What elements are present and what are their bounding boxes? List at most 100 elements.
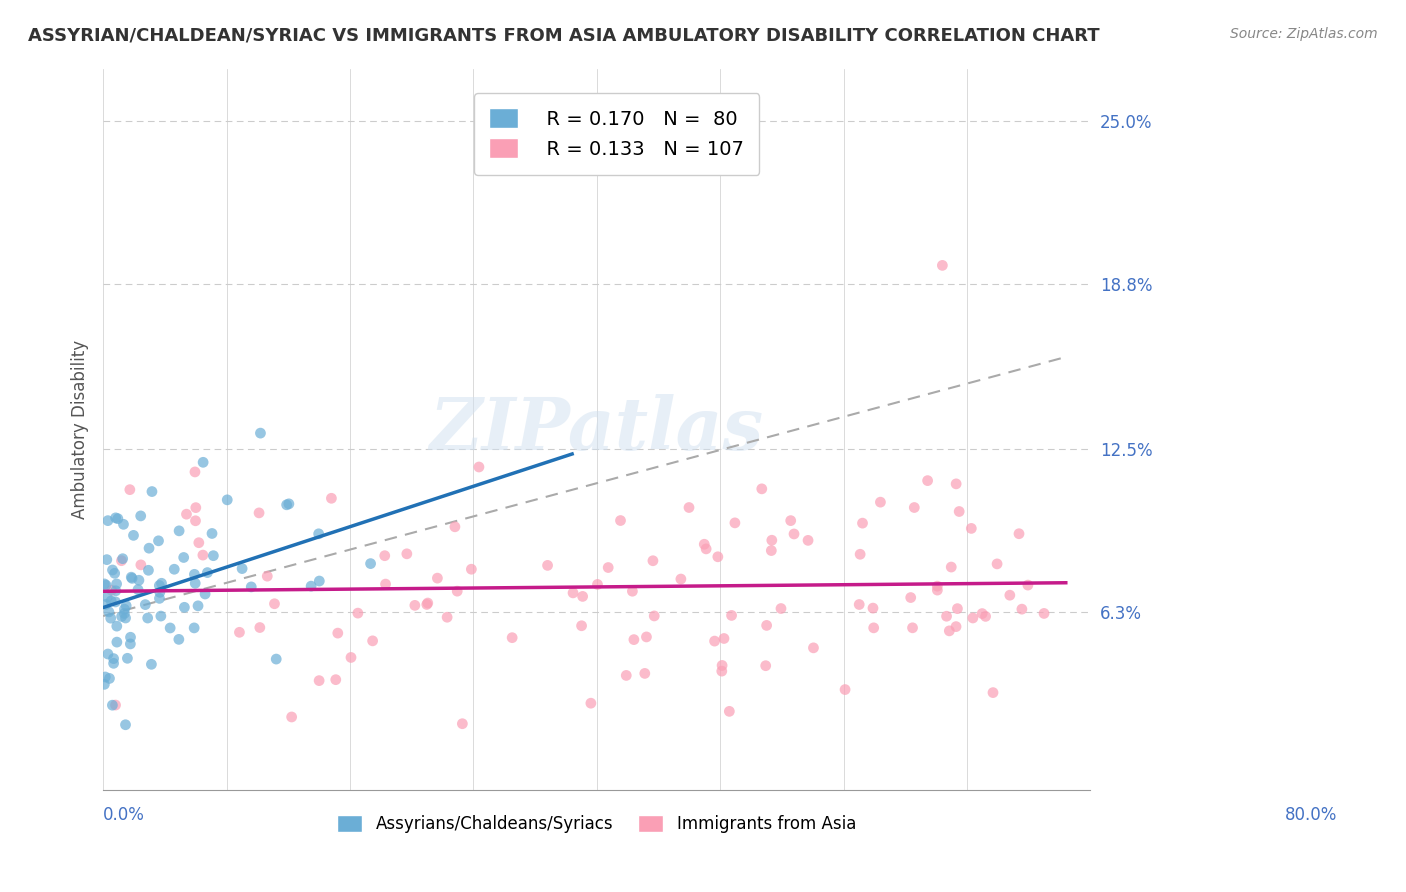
Point <box>360 557 382 571</box>
Point <box>176 507 198 521</box>
Point <box>416 598 439 612</box>
Point <box>197 566 219 580</box>
Point <box>669 572 692 586</box>
Point <box>869 495 891 509</box>
Point <box>141 657 163 672</box>
Point <box>136 611 159 625</box>
Point <box>194 587 217 601</box>
Point <box>127 582 149 597</box>
Point <box>927 579 949 593</box>
Point <box>571 590 593 604</box>
Point <box>797 533 820 548</box>
Point <box>173 600 195 615</box>
Point <box>710 664 733 678</box>
Point <box>128 574 150 588</box>
Point <box>138 541 160 556</box>
Point <box>962 611 984 625</box>
Point <box>579 696 602 710</box>
Point <box>308 526 330 541</box>
Point <box>803 640 825 655</box>
Point <box>834 682 856 697</box>
Point <box>96 590 118 604</box>
Point <box>217 492 239 507</box>
Point <box>986 557 1008 571</box>
Point <box>149 609 172 624</box>
Point <box>779 514 801 528</box>
Point <box>614 668 637 682</box>
Point <box>110 554 132 568</box>
Point <box>138 563 160 577</box>
Point <box>96 552 118 566</box>
Point <box>621 584 644 599</box>
Point <box>120 637 142 651</box>
Y-axis label: Ambulatory Disability: Ambulatory Disability <box>72 340 89 519</box>
Point <box>117 651 139 665</box>
Point <box>938 624 960 638</box>
Point <box>941 560 963 574</box>
Point <box>927 583 949 598</box>
Point <box>783 527 806 541</box>
Point <box>1011 602 1033 616</box>
Point <box>280 710 302 724</box>
Point <box>945 619 967 633</box>
Point <box>191 455 214 469</box>
Point <box>998 588 1021 602</box>
Point <box>901 621 924 635</box>
Point <box>1033 607 1056 621</box>
Point <box>202 549 225 563</box>
Point <box>187 599 209 613</box>
Point <box>184 500 207 515</box>
Point <box>100 611 122 625</box>
Point <box>641 554 664 568</box>
Point <box>256 569 278 583</box>
Point <box>112 607 135 621</box>
Point <box>173 550 195 565</box>
Point <box>693 537 716 551</box>
Point <box>104 595 127 609</box>
Point <box>104 583 127 598</box>
Point <box>167 524 190 538</box>
Point <box>678 500 700 515</box>
Point <box>247 506 270 520</box>
Point <box>264 652 287 666</box>
Point <box>183 567 205 582</box>
Point <box>148 533 170 548</box>
Point <box>1017 578 1039 592</box>
Point <box>849 547 872 561</box>
Point <box>201 526 224 541</box>
Point <box>862 621 884 635</box>
Point <box>103 657 125 671</box>
Point <box>97 514 120 528</box>
Point <box>129 558 152 572</box>
Point <box>101 698 124 713</box>
Point <box>562 586 585 600</box>
Point <box>751 482 773 496</box>
Point <box>501 631 523 645</box>
Point <box>851 516 873 530</box>
Point <box>446 584 468 599</box>
Point <box>159 621 181 635</box>
Point <box>848 598 870 612</box>
Point <box>634 666 657 681</box>
Point <box>945 476 967 491</box>
Point <box>340 650 363 665</box>
Point <box>184 576 207 591</box>
Point <box>104 511 127 525</box>
Point <box>598 560 620 574</box>
Point <box>105 577 128 591</box>
Point <box>755 658 778 673</box>
Point <box>118 483 141 497</box>
Point <box>703 634 725 648</box>
Point <box>972 607 994 621</box>
Text: ZIPatlas: ZIPatlas <box>430 394 763 465</box>
Point <box>609 514 631 528</box>
Point <box>347 606 370 620</box>
Point <box>761 543 783 558</box>
Point <box>900 591 922 605</box>
Point <box>97 647 120 661</box>
Point <box>946 601 969 615</box>
Legend:   R = 0.170   N =  80,   R = 0.133   N = 107: R = 0.170 N = 80, R = 0.133 N = 107 <box>474 93 759 175</box>
Point <box>755 618 778 632</box>
Point <box>974 609 997 624</box>
Point <box>94 578 117 592</box>
